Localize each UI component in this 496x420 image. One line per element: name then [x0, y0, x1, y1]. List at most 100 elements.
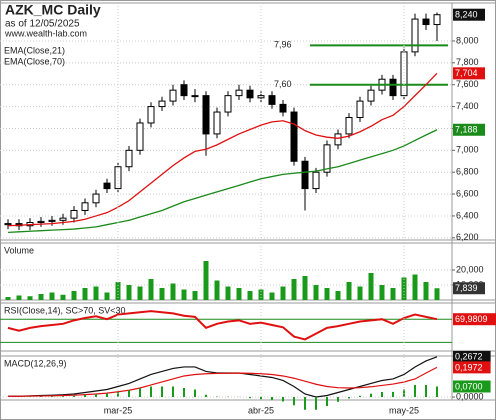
candle-body [301, 160, 309, 190]
volume-bar [412, 274, 418, 300]
histogram-bar [414, 384, 416, 397]
candle-body [4, 223, 12, 226]
volume-bar [324, 288, 330, 300]
volume-bar [203, 261, 209, 300]
value-label: 7,839 [455, 283, 478, 293]
volume-bar [291, 279, 297, 300]
y-tick-label: 8,000 [456, 35, 479, 45]
volume-bar [71, 291, 77, 300]
histogram-bar [51, 396, 53, 397]
candle-body [356, 100, 364, 119]
y-tick-label: 20,000 [456, 264, 484, 274]
histogram-bar [337, 396, 339, 402]
level-label: 7,96 [274, 40, 292, 50]
volume-bar [214, 280, 220, 300]
volume-bar [434, 288, 440, 300]
volume-bar [170, 283, 176, 300]
candle-body [422, 18, 430, 26]
candle-body [367, 89, 375, 102]
candle-body [92, 193, 100, 204]
histogram-bar [326, 396, 328, 407]
value-label: 69,9809 [455, 314, 488, 324]
histogram-bar [282, 396, 284, 402]
histogram-bar [73, 395, 75, 397]
volume-bar [247, 291, 253, 300]
volume-bar [181, 289, 187, 300]
value-box [453, 361, 491, 374]
candle-body [411, 18, 419, 53]
candle-body [224, 95, 232, 113]
candle-body [81, 202, 89, 211]
x-tick-label: abr-25 [248, 405, 274, 415]
volume-bar [82, 288, 88, 300]
volume-bar [93, 286, 99, 300]
chart-title: AZK_MC Daily [5, 2, 101, 18]
candle-body [191, 95, 199, 98]
histogram-bar [348, 396, 350, 399]
candle-body [312, 171, 320, 190]
histogram-bar [128, 390, 130, 397]
histogram-bar [359, 395, 361, 397]
histogram-bar [260, 396, 262, 400]
legend-entry: EMA(Close,70) [4, 56, 65, 66]
volume-bar [60, 294, 66, 300]
histogram-bar [106, 393, 108, 397]
volume-bar [137, 286, 143, 300]
histogram-bar [172, 386, 174, 397]
histogram-bar [205, 394, 207, 397]
value-box [453, 313, 496, 326]
y-tick-label: 0,0000 [456, 391, 484, 401]
histogram-bar [62, 396, 64, 397]
value-box [453, 350, 491, 363]
y-tick-label: 6,400 [456, 210, 479, 220]
volume-bar [280, 286, 286, 300]
candle-body [202, 95, 210, 135]
candle-body [268, 95, 276, 105]
histogram-bar [436, 386, 438, 397]
histogram-bar [117, 391, 119, 397]
volume-bar [104, 292, 110, 300]
histogram-bar [370, 393, 372, 397]
histogram-bar [271, 396, 273, 400]
value-box [453, 8, 485, 21]
volume-bar [335, 291, 341, 300]
candle-body [125, 149, 133, 168]
candle-body [400, 51, 408, 97]
level-label: 7,60 [274, 79, 292, 89]
volume-bar [368, 273, 374, 300]
histogram-bar [84, 394, 86, 397]
indicator-line [7, 310, 438, 341]
candle-body [147, 106, 155, 124]
histogram-bar [161, 386, 163, 397]
candle-body [433, 14, 441, 26]
y-tick-label: 6,200 [456, 232, 479, 242]
candle-body [334, 133, 342, 146]
candle-body [136, 122, 144, 151]
volume-bar [38, 294, 44, 300]
legend-entry: EMA(Close,21) [4, 45, 65, 55]
candle-body [213, 111, 221, 135]
histogram-bar [183, 387, 185, 397]
value-label: 7,188 [455, 125, 478, 135]
candle-body [279, 103, 287, 113]
candle-body [235, 89, 243, 97]
y-tick-label: 7,000 [456, 145, 479, 155]
volume-bar [390, 288, 396, 300]
value-label: 0,0700 [455, 381, 483, 391]
histogram-bar [150, 386, 152, 397]
value-box [453, 123, 485, 136]
volume-bar [302, 276, 308, 300]
candle-body [70, 209, 78, 219]
ema-line [7, 72, 438, 227]
panel-title: MACD(12,26,9) [4, 358, 67, 368]
volume-bar [423, 282, 429, 300]
value-label: 0,1972 [455, 362, 483, 372]
y-tick-label: 7,600 [456, 79, 479, 89]
candle-body [103, 182, 111, 190]
histogram-bar [381, 392, 383, 397]
volume-bar [27, 296, 33, 300]
candle-body [345, 117, 353, 135]
value-box [453, 282, 485, 295]
histogram-bar [304, 396, 306, 410]
